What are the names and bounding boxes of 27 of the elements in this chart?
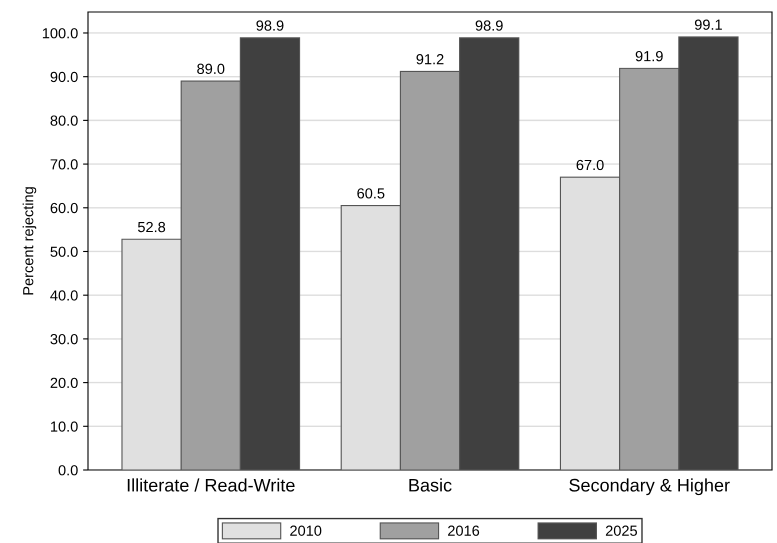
y-tick-label: 100.0 (42, 28, 78, 38)
legend-label: 2010 (290, 526, 322, 536)
y-tick-label: 10.0 (51, 421, 78, 432)
y-tick-label: 20.0 (50, 378, 78, 388)
x-tick-label: Secondary & Higher (569, 478, 730, 496)
x-tick-label: Basic (409, 478, 452, 492)
data-label: 98.9 (476, 20, 503, 31)
legend-label: 2016 (448, 526, 480, 536)
data-label: 52.8 (138, 222, 166, 232)
data-label: 67.0 (576, 160, 604, 170)
y-tick-label: 30.0 (50, 334, 78, 344)
y-tick-label: 70.0 (50, 159, 78, 170)
data-label: 89.0 (197, 64, 224, 74)
y-tick-label: 40.0 (50, 290, 78, 301)
y-tick-label: 0.0 (58, 465, 78, 476)
y-tick-label: 90.0 (50, 72, 78, 82)
y-tick-label: 80.0 (50, 115, 78, 126)
legend-label: 2025 (606, 526, 638, 536)
data-label: 98.9 (256, 20, 284, 31)
data-label: 91.9 (636, 51, 663, 62)
y-tick-label: 50.0 (50, 246, 78, 257)
data-label: 99.1 (694, 20, 722, 30)
y-axis-title: Percent rejecting (22, 187, 36, 295)
x-tick-label: Illiterate / Read-Write (128, 478, 295, 492)
y-tick-label: 60.0 (50, 202, 78, 214)
data-label: 91.2 (416, 54, 444, 64)
data-label: 60.5 (357, 188, 384, 199)
